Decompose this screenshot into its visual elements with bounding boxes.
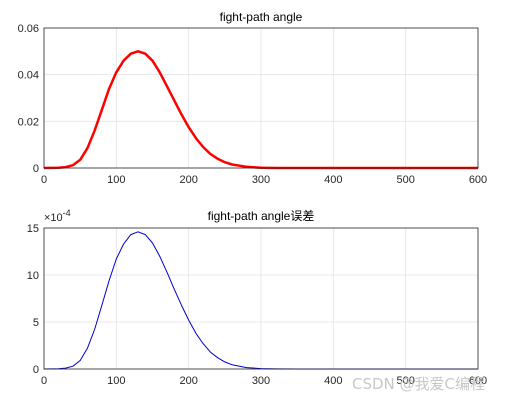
y-tick-label: 0 <box>33 163 39 175</box>
tick-labels: 0 100 200 300 400 500 600 0 5 10 15 <box>27 223 487 387</box>
x-tick-label: 600 <box>469 375 487 387</box>
plot-title: fight-path angle误差 <box>208 209 315 223</box>
x-tick-label: 500 <box>396 375 414 387</box>
x-tick-label: 300 <box>252 174 270 186</box>
y-axis-multiplier: ×10-4 <box>44 208 71 224</box>
y-tick-label: 0.02 <box>18 116 39 128</box>
axes-frame <box>43 27 479 169</box>
plot-title: fight-path angle <box>220 10 303 24</box>
y-tick-label: 0.04 <box>18 70 39 82</box>
y-tick-label: 10 <box>27 270 39 282</box>
y-tick-label: 0.06 <box>18 23 39 35</box>
x-tick-label: 100 <box>107 174 125 186</box>
x-tick-label: 300 <box>252 375 270 387</box>
x-tick-label: 600 <box>469 174 487 186</box>
series-line <box>43 50 478 170</box>
multiplier-base: ×10 <box>44 212 63 224</box>
plot-fight-path-angle: 0 100 200 300 400 500 600 0 0.02 0.04 0.06 fight-p… <box>18 10 488 186</box>
y-tick-label: 15 <box>27 223 39 235</box>
y-tick-label: 5 <box>33 317 39 329</box>
watermark: CSDN @我爱C编程 <box>352 375 485 393</box>
x-tick-label: 400 <box>324 174 342 186</box>
x-tick-label: 0 <box>41 174 47 186</box>
x-tick-label: 200 <box>179 375 197 387</box>
x-tick-label: 400 <box>324 375 342 387</box>
multiplier-exponent: -4 <box>63 208 71 218</box>
y-tick-label: 0 <box>33 364 39 376</box>
x-tick-label: 200 <box>179 174 197 186</box>
x-tick-label: 0 <box>41 375 47 387</box>
tick-labels: 0 100 200 300 400 500 600 0 0.02 0.04 0.06 <box>18 23 488 186</box>
axes-frame <box>43 227 479 370</box>
series-line <box>43 231 478 370</box>
x-tick-label: 100 <box>107 375 125 387</box>
plot-fight-path-angle-error: 0 100 200 300 400 500 600 0 5 10 15 fight-path ang… <box>27 208 487 387</box>
x-tick-label: 500 <box>396 174 414 186</box>
